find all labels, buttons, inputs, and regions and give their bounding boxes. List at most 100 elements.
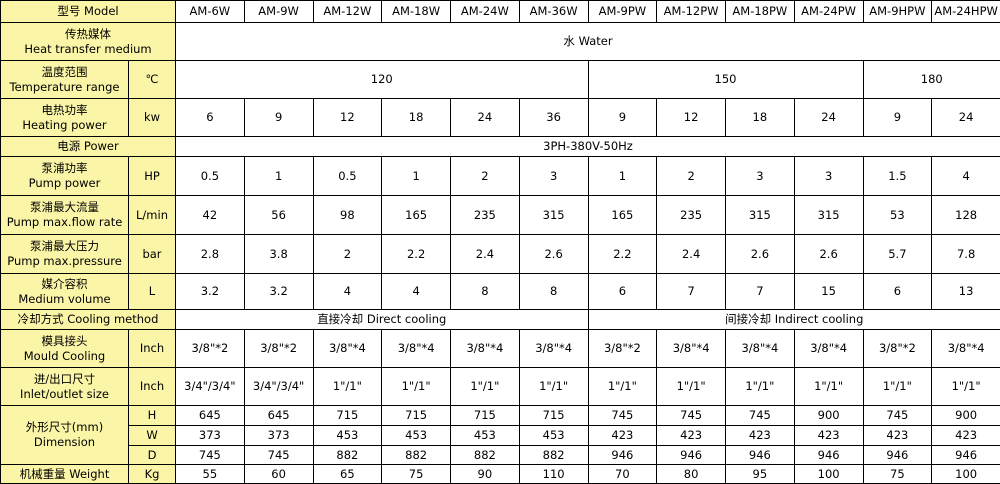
- label-cn: 媒介容积: [1, 277, 128, 292]
- value-cell: 4: [313, 274, 382, 310]
- value-cell: 100: [932, 465, 1000, 484]
- label-cn: 泵浦最大压力: [1, 239, 128, 254]
- model-header: AM-24W: [451, 1, 520, 23]
- value-cell: 745: [726, 406, 795, 426]
- value-cell: 6: [588, 274, 657, 310]
- value-cell: 128: [932, 196, 1000, 235]
- value-cell: 3/8"*4: [726, 330, 795, 368]
- value-cell: 56: [244, 196, 313, 235]
- value-cell: 745: [657, 406, 726, 426]
- value-cell: 12: [657, 99, 726, 137]
- value-cell: 7: [726, 274, 795, 310]
- value-cell: 423: [588, 426, 657, 446]
- value-cell: 15: [794, 274, 863, 310]
- value-cell: 1"/1": [519, 368, 588, 406]
- value-cell: 2: [313, 235, 382, 274]
- value-cell: 315: [726, 196, 795, 235]
- model-header: AM-24HPW: [932, 1, 1000, 23]
- unit-cell: L: [129, 274, 176, 310]
- value-cell: 120: [176, 61, 589, 99]
- weight-label: 机械重量 Weight: [1, 465, 129, 484]
- label-cn: 进/出口尺寸: [1, 372, 128, 387]
- value-cell: 9: [588, 99, 657, 137]
- dimension-label: 外形尺寸(mm)Dimension: [1, 406, 129, 465]
- model-header: AM-18W: [382, 1, 451, 23]
- value-cell: 18: [382, 99, 451, 137]
- value-cell: 946: [657, 446, 726, 465]
- value-cell: 100: [794, 465, 863, 484]
- value-cell: 3/8"*2: [244, 330, 313, 368]
- label-en: Pump max.pressure: [1, 254, 128, 269]
- value-cell: 2: [657, 157, 726, 196]
- value-cell: 745: [176, 446, 245, 465]
- value-cell: 423: [863, 426, 932, 446]
- power-value: 3PH-380V-50Hz: [176, 137, 1000, 157]
- value-cell: 235: [451, 196, 520, 235]
- unit-cell: Kg: [129, 465, 176, 484]
- value-cell: 180: [863, 61, 1000, 99]
- value-cell: 24: [932, 99, 1000, 137]
- value-cell: 946: [794, 446, 863, 465]
- value-cell: 5.7: [863, 235, 932, 274]
- value-cell: 1"/1": [657, 368, 726, 406]
- value-cell: 715: [313, 406, 382, 426]
- label-cn: 模具接头: [1, 334, 128, 349]
- label-cn: 泵浦最大流量: [1, 200, 128, 215]
- model-header: AM-18PW: [726, 1, 795, 23]
- value-cell: 2.6: [519, 235, 588, 274]
- model-header: AM-9W: [244, 1, 313, 23]
- value-cell: 36: [519, 99, 588, 137]
- value-cell: 18: [726, 99, 795, 137]
- value-cell: 3/8"*4: [519, 330, 588, 368]
- value-cell: 3/4"/3/4": [244, 368, 313, 406]
- value-cell: 946: [932, 446, 1000, 465]
- value-cell: 1"/1": [794, 368, 863, 406]
- value-cell: 4: [932, 157, 1000, 196]
- value-cell: 946: [588, 446, 657, 465]
- value-cell: 715: [382, 406, 451, 426]
- value-cell: 745: [588, 406, 657, 426]
- label-en: Medium volume: [1, 292, 128, 307]
- label-en: Temperature range: [1, 80, 128, 95]
- value-cell: 165: [588, 196, 657, 235]
- label-cn: 温度范围: [1, 65, 128, 80]
- value-cell: 882: [451, 446, 520, 465]
- value-cell: 3/8"*4: [313, 330, 382, 368]
- value-cell: 715: [519, 406, 588, 426]
- value-cell: 65: [313, 465, 382, 484]
- value-cell: 90: [451, 465, 520, 484]
- label-en: Dimension: [1, 435, 128, 450]
- value-cell: 2.2: [382, 235, 451, 274]
- value-cell: 423: [726, 426, 795, 446]
- value-cell: 12: [313, 99, 382, 137]
- model-header: AM-12PW: [657, 1, 726, 23]
- value-cell: 1"/1": [932, 368, 1000, 406]
- model-header: AM-24PW: [794, 1, 863, 23]
- value-cell: 3/8"*2: [176, 330, 245, 368]
- unit-cell: ℃: [129, 61, 176, 99]
- value-cell: 1"/1": [588, 368, 657, 406]
- value-cell: 423: [657, 426, 726, 446]
- model-header: AM-9HPW: [863, 1, 932, 23]
- value-cell: 0.5: [176, 157, 245, 196]
- value-cell: 946: [726, 446, 795, 465]
- value-cell: 98: [313, 196, 382, 235]
- value-cell: 42: [176, 196, 245, 235]
- value-cell: 3/8"*2: [588, 330, 657, 368]
- label-en: Pump power: [1, 176, 128, 191]
- label-cn: 传热媒体: [1, 27, 175, 42]
- unit-cell: bar: [129, 235, 176, 274]
- value-cell: 2.4: [451, 235, 520, 274]
